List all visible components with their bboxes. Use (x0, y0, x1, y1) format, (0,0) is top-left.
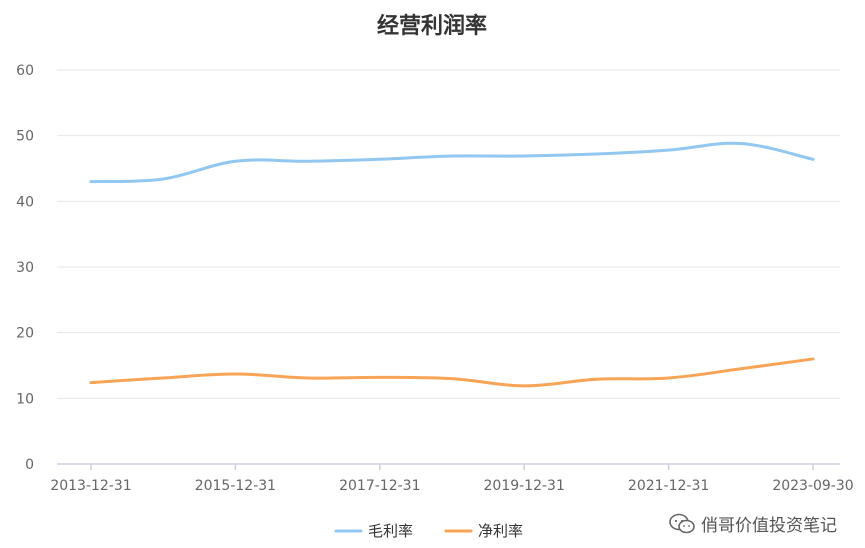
x-tick-label: 2013-12-31 (50, 478, 131, 494)
series-line-gross-margin (89, 141, 815, 184)
y-tick-label: 60 (16, 63, 34, 79)
wechat-icon (669, 513, 695, 533)
y-tick-label: 50 (16, 129, 34, 145)
x-tick-label: 2015-12-31 (195, 478, 276, 494)
x-axis: 2013-12-31 2015-12-31 2017-12-31 2019-12-31… (50, 463, 854, 494)
y-tick-label: 0 (25, 457, 34, 473)
y-tick-label: 40 (16, 194, 34, 210)
legend-label: 净利率 (478, 522, 523, 540)
watermark-text: 俏哥价值投资笔记 (701, 516, 837, 536)
legend: 毛利率 净利率 (334, 522, 523, 540)
grid-lines (57, 69, 840, 399)
x-tick-label: 2017-12-31 (339, 478, 420, 494)
series-lines (89, 141, 815, 388)
x-tick-label: 2019-12-31 (484, 478, 565, 494)
y-tick-label: 30 (16, 260, 34, 276)
x-tick-label: 2023-09-30 (772, 478, 853, 494)
y-axis-ticks: 0 10 20 30 40 50 60 (16, 63, 34, 473)
y-tick-label: 10 (16, 391, 34, 407)
x-tick-label: 2021-12-31 (628, 478, 709, 494)
y-tick-label: 20 (16, 326, 34, 342)
legend-label: 毛利率 (368, 522, 413, 540)
chart-title: 经营利润率 (377, 13, 487, 39)
series-line-net-margin (89, 357, 815, 388)
watermark: 俏哥价值投资笔记 (669, 511, 837, 536)
